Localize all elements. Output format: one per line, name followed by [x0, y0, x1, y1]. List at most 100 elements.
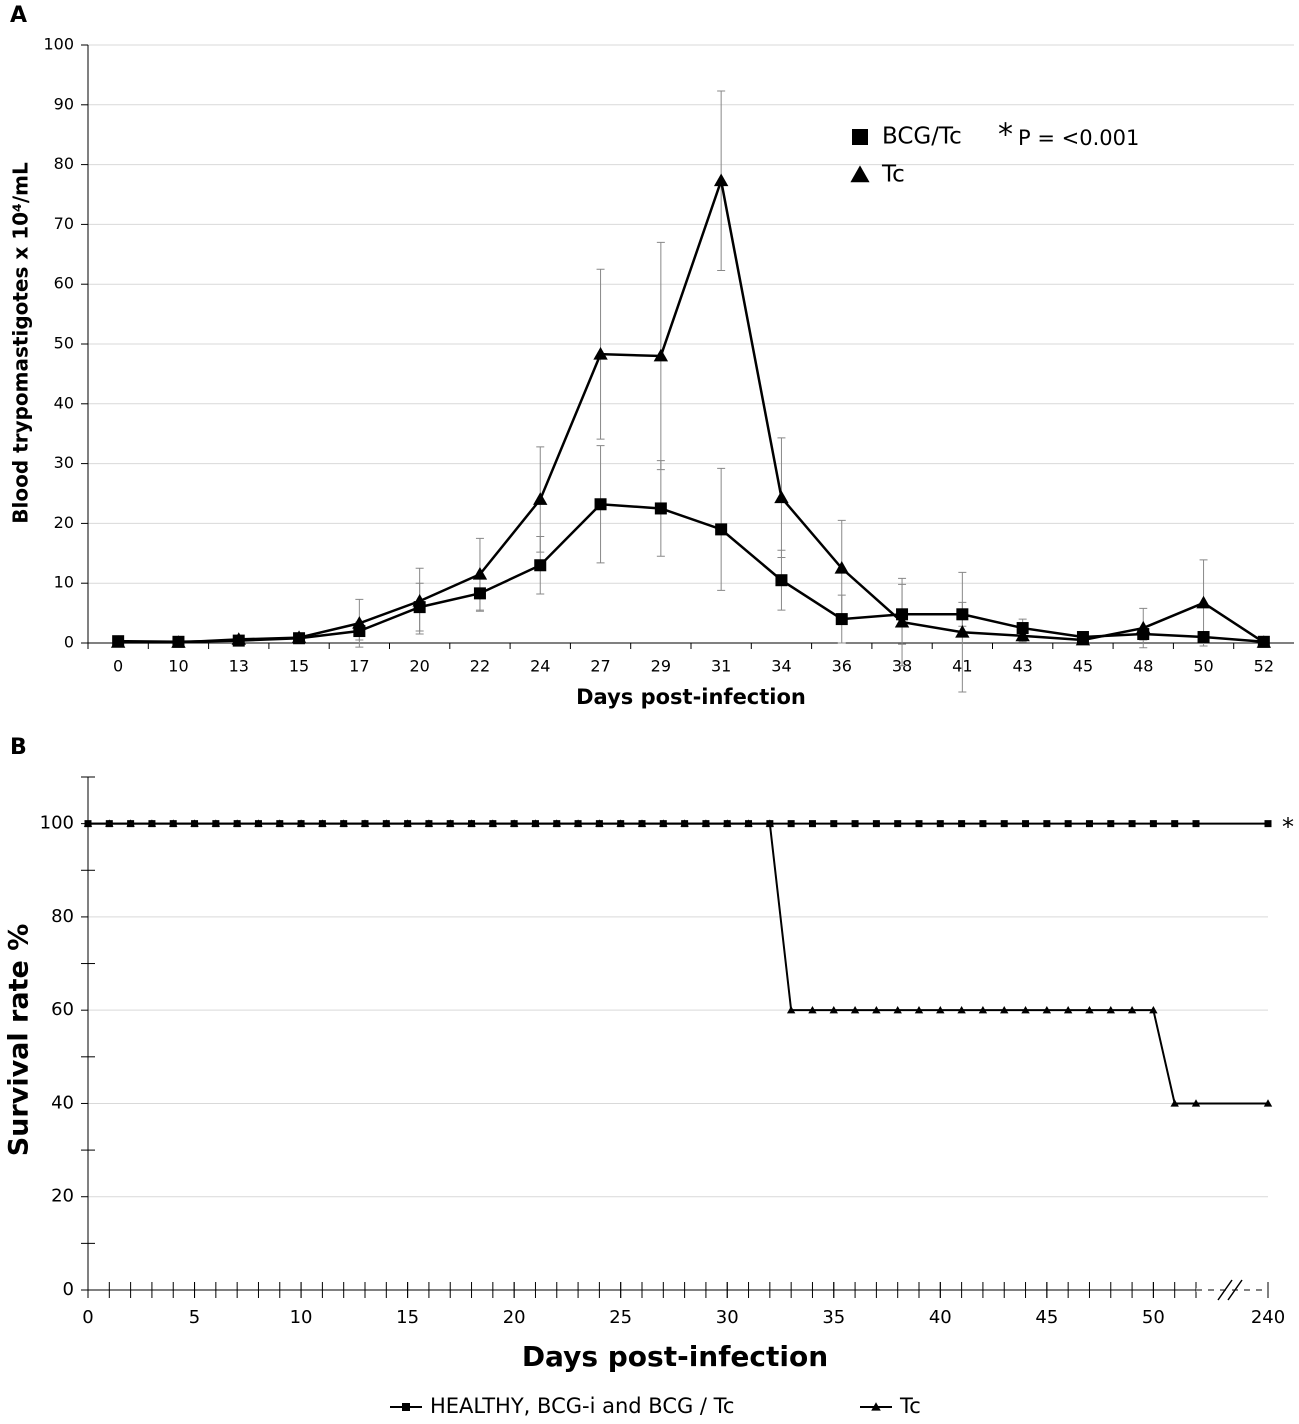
- marker: [851, 820, 859, 828]
- marker: [318, 820, 326, 828]
- marker: [172, 635, 185, 648]
- marker: [958, 820, 966, 828]
- y-tick-label: 0: [64, 633, 74, 652]
- x-tick-label: 15: [289, 657, 309, 676]
- marker: [1043, 820, 1051, 828]
- x-tick-label: 43: [1012, 657, 1032, 676]
- x-tick-label: 15: [396, 1307, 419, 1328]
- marker: [915, 820, 923, 828]
- marker: [1191, 1099, 1201, 1107]
- marker: [835, 613, 848, 626]
- marker: [829, 1005, 838, 1014]
- x-tick-label: 45: [1073, 657, 1093, 676]
- x-tick-label: 34: [771, 657, 791, 676]
- marker: [361, 820, 369, 828]
- x-tick-label: 45: [1035, 1307, 1058, 1328]
- marker: [850, 1005, 860, 1014]
- marker: [233, 820, 241, 828]
- marker: [1196, 595, 1211, 609]
- marker: [1042, 1005, 1052, 1014]
- legend-label: BCG/Tc: [882, 124, 962, 150]
- marker: [1022, 820, 1030, 828]
- y-tick-label: 20: [51, 1186, 74, 1207]
- x-tick-label: 24: [530, 657, 550, 676]
- x-tick-label: 22: [470, 657, 490, 676]
- marker: [1106, 1005, 1115, 1014]
- marker: [1107, 820, 1115, 828]
- marker: [254, 820, 262, 828]
- panel-label: B: [10, 735, 27, 760]
- marker: [1085, 820, 1093, 828]
- y-tick-label: 60: [54, 274, 74, 293]
- marker: [914, 1005, 924, 1014]
- marker: [112, 635, 125, 648]
- marker: [978, 1005, 988, 1014]
- marker: [894, 820, 902, 828]
- marker: [850, 165, 870, 183]
- marker: [775, 574, 788, 587]
- x-tick-label: 13: [229, 657, 249, 676]
- marker: [653, 348, 669, 362]
- panel-label: A: [10, 3, 27, 28]
- series-line: [118, 502, 1264, 644]
- marker: [531, 820, 539, 828]
- x-tick-label: 25: [609, 1307, 632, 1328]
- marker: [955, 625, 970, 638]
- y-axis-title: Survival rate %: [4, 924, 35, 1157]
- x-tick-label: 17: [349, 657, 369, 676]
- marker: [893, 1005, 902, 1014]
- marker: [127, 820, 135, 828]
- marker: [979, 820, 987, 828]
- marker: [1197, 631, 1210, 644]
- marker: [766, 820, 774, 828]
- marker: [534, 559, 547, 572]
- x-tick-label: 20: [409, 657, 429, 676]
- marker: [402, 1403, 410, 1411]
- marker: [894, 614, 910, 628]
- marker: [1064, 820, 1072, 828]
- marker: [293, 632, 306, 645]
- marker: [533, 492, 548, 505]
- marker: [713, 173, 729, 187]
- marker: [191, 820, 199, 828]
- y-tick-label: 70: [54, 214, 74, 233]
- y-tick-label: 100: [43, 35, 74, 54]
- marker: [957, 1005, 966, 1014]
- marker: [786, 1005, 796, 1014]
- y-axis-title: Blood trypomastigotes x 10⁴/mL: [9, 162, 33, 524]
- marker: [638, 820, 646, 828]
- x-tick-label: 240: [1251, 1307, 1285, 1328]
- marker: [489, 820, 497, 828]
- marker: [787, 820, 795, 828]
- legend-label: Tc: [881, 162, 905, 188]
- y-tick-label: 20: [54, 513, 74, 532]
- x-axis-title: Days post-infection: [576, 685, 806, 709]
- marker: [594, 498, 607, 511]
- x-tick-label: 40: [929, 1307, 952, 1328]
- x-tick-label: 27: [590, 657, 610, 676]
- marker: [593, 346, 608, 360]
- marker: [446, 820, 454, 828]
- marker: [468, 820, 476, 828]
- x-tick-label: 10: [290, 1307, 313, 1328]
- x-tick-label: 5: [189, 1307, 200, 1328]
- y-tick-label: 80: [54, 154, 74, 173]
- marker: [715, 523, 728, 536]
- marker: [1000, 1005, 1009, 1014]
- series-line: [88, 822, 1268, 1105]
- x-tick-label: 20: [503, 1307, 526, 1328]
- y-tick-label: 30: [54, 453, 74, 472]
- x-tick-label: 0: [82, 1307, 93, 1328]
- marker: [808, 820, 816, 828]
- marker: [830, 820, 838, 828]
- marker: [1149, 1005, 1158, 1014]
- marker: [745, 820, 753, 828]
- marker: [702, 820, 710, 828]
- marker: [681, 820, 689, 828]
- marker: [1192, 820, 1200, 828]
- marker: [382, 820, 390, 828]
- marker: [212, 820, 220, 828]
- marker: [232, 634, 245, 647]
- marker: [1000, 820, 1008, 828]
- y-tick-label: 60: [51, 999, 74, 1020]
